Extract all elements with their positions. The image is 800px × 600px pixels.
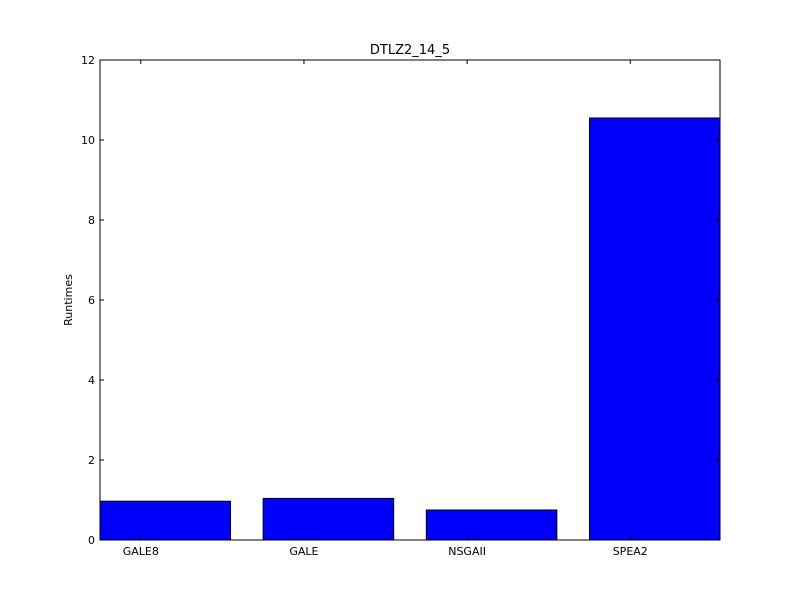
ticks-group: GALE8 GALE NSGAII SPEA2 0 2 4 6 8 10 12 xyxy=(81,54,720,558)
plot-frame xyxy=(99,59,721,541)
x-tick-label: GALE8 xyxy=(123,545,159,558)
y-tick-label: 6 xyxy=(88,294,95,307)
y-tick-label: 2 xyxy=(88,454,95,467)
bar-gale8 xyxy=(99,500,232,541)
y-tick-label: 4 xyxy=(88,374,95,387)
bar-gale xyxy=(262,497,395,541)
chart-title: DTLZ2_14_5 xyxy=(370,43,450,58)
y-tick-label: 8 xyxy=(88,214,95,227)
bar-nsgaii xyxy=(425,509,558,541)
bars-group xyxy=(99,117,721,541)
y-tick-label: 10 xyxy=(81,134,95,147)
x-tick-label: GALE xyxy=(289,545,318,558)
x-tick-label: SPEA2 xyxy=(613,545,648,558)
x-tick-label: NSGAII xyxy=(448,545,486,558)
y-axis-label: Runtimes xyxy=(62,274,75,326)
y-tick-label: 0 xyxy=(88,534,95,547)
y-tick-label: 12 xyxy=(81,54,95,67)
bar-spea2 xyxy=(588,117,721,541)
